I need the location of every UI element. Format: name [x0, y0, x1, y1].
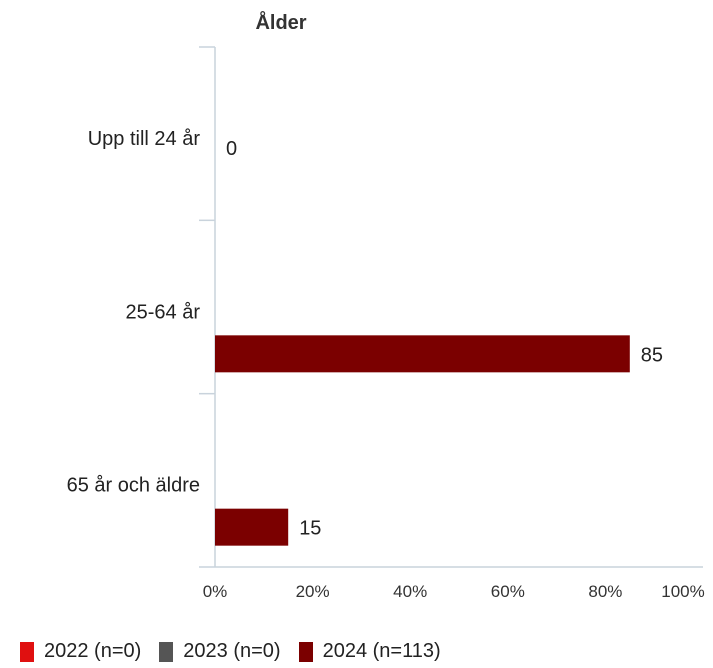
legend-swatch — [159, 641, 174, 662]
x-tick-label: 60% — [491, 582, 525, 601]
category-labels: Upp till 24 år 25-64 år 65 år och äldre — [67, 128, 201, 497]
legend-item[interactable]: 2023 (n=0) — [159, 640, 281, 663]
bar — [215, 508, 289, 546]
legend-label: 2023 (n=0) — [183, 640, 281, 662]
x-tick-label: 0% — [203, 582, 228, 601]
data-label: 15 — [299, 518, 321, 540]
x-tick-label: 100% — [661, 582, 704, 601]
data-label: 0 — [226, 138, 237, 160]
chart-title: Ålder — [255, 10, 306, 34]
x-tick-label: 80% — [588, 582, 622, 601]
axis-group — [199, 46, 703, 568]
category-label: 25-64 år — [126, 301, 201, 323]
legend-item[interactable]: 2022 (n=0) — [20, 640, 141, 663]
bar-group: 0 85 15 — [215, 138, 663, 546]
x-tick-labels: 0% 20% 40% 60% 80% 100% — [203, 582, 705, 601]
category-label: 65 år och äldre — [67, 475, 200, 497]
bar — [215, 335, 630, 373]
legend: 2022 (n=0) 2023 (n=0) 2024 (n=113) — [20, 640, 459, 663]
legend-label: 2024 (n=113) — [322, 640, 441, 662]
x-tick-label: 20% — [296, 582, 330, 601]
x-tick-label: 40% — [393, 582, 427, 601]
legend-label: 2022 (n=0) — [44, 640, 142, 662]
chart: Ålder Upp till 24 år 25-64 år 65 år och äl… — [67, 10, 705, 601]
legend-swatch — [20, 641, 34, 662]
data-label: 85 — [641, 344, 663, 366]
legend-swatch — [298, 641, 313, 662]
legend-item[interactable]: 2024 (n=113) — [298, 640, 441, 663]
category-label: Upp till 24 år — [88, 128, 201, 150]
